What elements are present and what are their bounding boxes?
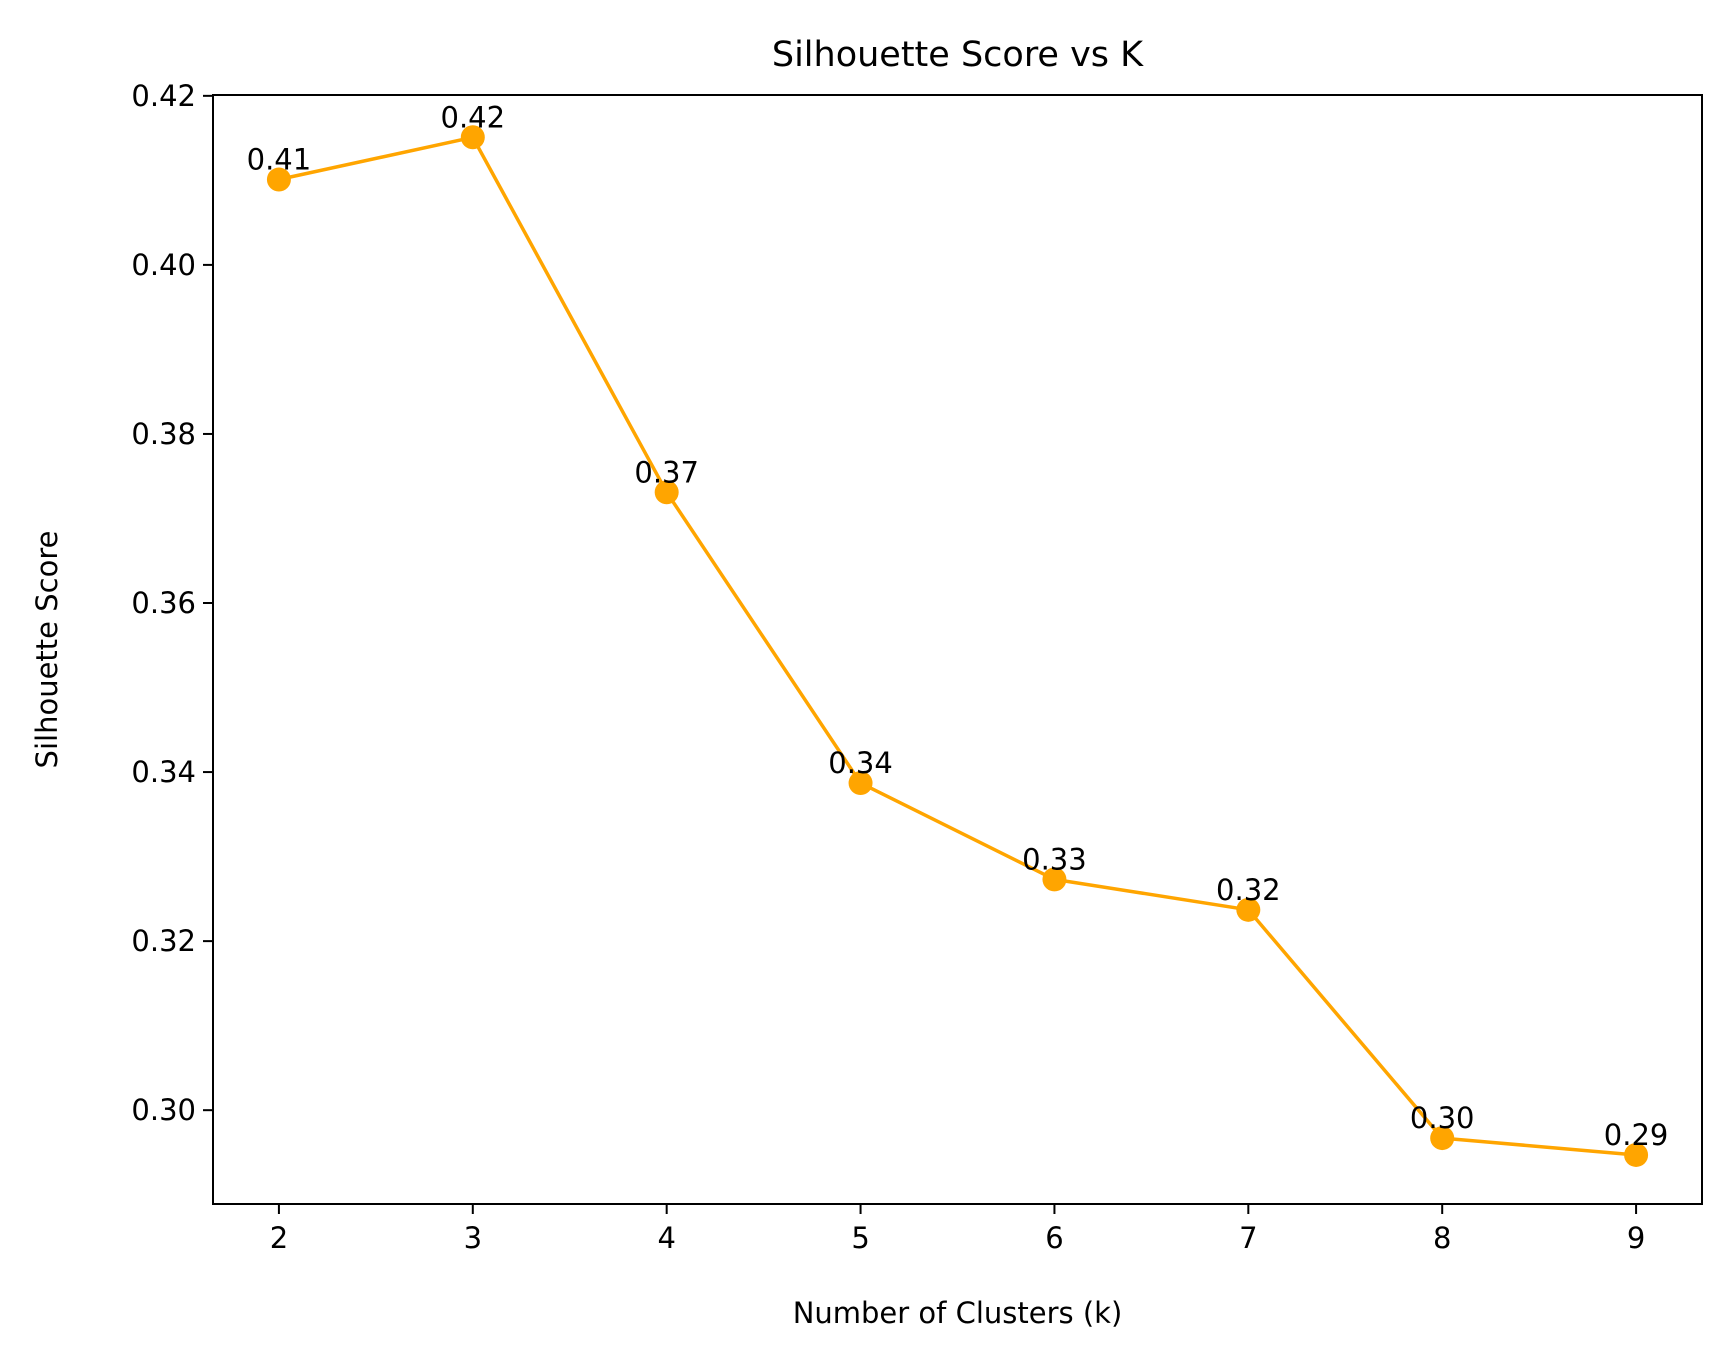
axes-frame bbox=[212, 94, 1703, 1205]
series-layer bbox=[266, 125, 1649, 1167]
x-tick-label: 5 bbox=[851, 1221, 869, 1255]
x-tick-label: 4 bbox=[657, 1221, 675, 1255]
data-label: 0.33 bbox=[1022, 842, 1087, 876]
series-line bbox=[278, 135, 1637, 1157]
x-tick-label: 9 bbox=[1627, 1221, 1645, 1255]
x-ticks: 2 3 4 5 6 7 8 9 bbox=[270, 1204, 1645, 1255]
data-point bbox=[848, 771, 873, 796]
chart-title: Silhouette Score vs K bbox=[772, 35, 1144, 75]
x-tick-label: 6 bbox=[1045, 1221, 1063, 1255]
x-axis-label: Number of Clusters (k) bbox=[793, 1296, 1123, 1330]
data-point bbox=[1236, 897, 1261, 922]
data-label: 0.37 bbox=[634, 455, 699, 489]
data-labels: 0.41 0.42 0.37 0.34 0.33 0.32 0.30 0.29 bbox=[247, 100, 1669, 1152]
x-tick-label: 8 bbox=[1433, 1221, 1451, 1255]
data-label: 0.32 bbox=[1216, 873, 1281, 907]
y-tick-label: 0.32 bbox=[131, 924, 196, 958]
y-tick-label: 0.38 bbox=[131, 417, 196, 451]
y-ticks: 0.30 0.32 0.34 0.36 0.38 0.40 0.42 bbox=[131, 79, 213, 1127]
x-tick-label: 2 bbox=[270, 1221, 288, 1255]
data-point bbox=[1624, 1142, 1649, 1167]
data-label: 0.41 bbox=[247, 143, 312, 177]
data-label: 0.42 bbox=[441, 100, 506, 134]
data-point bbox=[460, 125, 485, 150]
y-tick-label: 0.42 bbox=[131, 79, 196, 113]
data-point bbox=[1430, 1126, 1455, 1151]
y-tick-label: 0.34 bbox=[131, 755, 196, 789]
x-tick-label: 7 bbox=[1239, 1221, 1257, 1255]
data-label: 0.29 bbox=[1604, 1118, 1669, 1152]
data-point bbox=[654, 480, 679, 505]
data-point bbox=[266, 167, 291, 192]
data-point bbox=[1042, 867, 1067, 892]
x-tick-label: 3 bbox=[464, 1221, 482, 1255]
data-label: 0.34 bbox=[828, 746, 893, 780]
y-axis-label: Silhouette Score bbox=[30, 531, 64, 769]
y-tick-label: 0.40 bbox=[131, 248, 196, 282]
y-tick-label: 0.36 bbox=[131, 586, 196, 620]
y-tick-label: 0.30 bbox=[131, 1093, 196, 1127]
data-label: 0.30 bbox=[1410, 1101, 1475, 1135]
